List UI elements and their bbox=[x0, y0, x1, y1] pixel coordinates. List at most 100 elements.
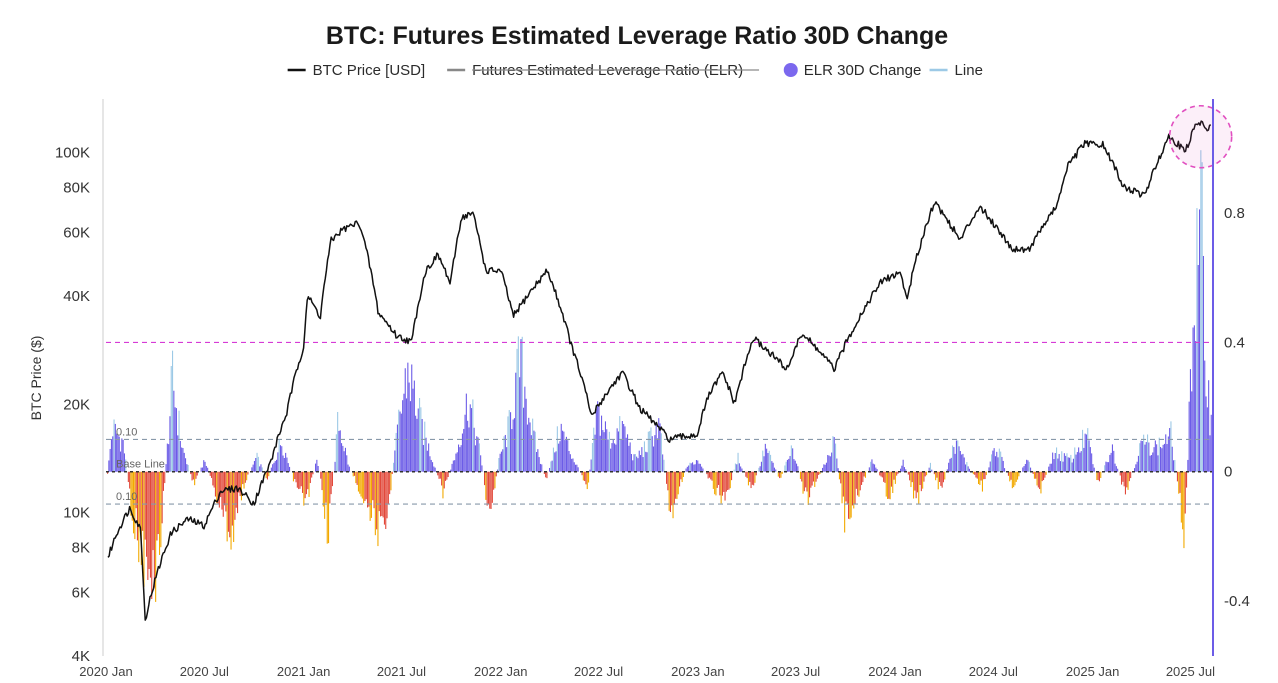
elr-bar bbox=[151, 471, 153, 599]
elr-bar bbox=[685, 468, 687, 472]
elr-bar bbox=[1135, 464, 1137, 472]
legend-item-2[interactable]: ELR 30D Change bbox=[783, 62, 922, 79]
elr-bar bbox=[647, 431, 649, 472]
elr-bar bbox=[582, 471, 584, 481]
elr-bar bbox=[1186, 471, 1188, 488]
elr-bar bbox=[1098, 471, 1100, 482]
elr-bar bbox=[764, 443, 766, 472]
elr-bar bbox=[277, 452, 279, 472]
y-right-tick-label: 0.8 bbox=[1224, 205, 1245, 222]
elr-bar bbox=[343, 451, 345, 472]
elr-bar bbox=[569, 454, 571, 472]
elr-bar bbox=[1182, 471, 1184, 530]
elr-bar bbox=[845, 471, 847, 502]
elr-bar bbox=[484, 471, 486, 486]
elr-bar bbox=[828, 455, 830, 472]
elr-bar bbox=[185, 458, 187, 472]
elr-bar bbox=[361, 471, 363, 499]
legend-item-0[interactable]: BTC Price [USD] bbox=[287, 62, 426, 79]
elr-bar bbox=[734, 463, 736, 472]
elr-bar bbox=[1028, 461, 1030, 472]
elr-bar bbox=[907, 471, 909, 475]
elr-bar bbox=[680, 471, 682, 480]
elr-bar bbox=[890, 471, 892, 487]
elr-bar bbox=[712, 471, 714, 489]
elr-bar bbox=[273, 462, 275, 472]
elr-bar bbox=[1069, 457, 1071, 472]
elr-bar bbox=[706, 471, 708, 475]
elr-bar bbox=[922, 471, 924, 489]
elr-bar bbox=[1148, 442, 1150, 472]
elr-bar bbox=[187, 464, 189, 472]
elr-bar bbox=[803, 471, 805, 492]
elr-bar bbox=[506, 447, 508, 472]
elr-bar bbox=[134, 471, 136, 540]
elr-bar bbox=[653, 446, 655, 472]
elr-bar bbox=[842, 471, 844, 497]
elr-bar bbox=[162, 471, 164, 491]
elr-bar bbox=[1108, 462, 1110, 472]
elr-bar bbox=[1048, 466, 1050, 472]
elr-bar bbox=[380, 471, 382, 517]
elr-bar bbox=[767, 453, 769, 472]
elr-bar bbox=[316, 459, 318, 472]
elr-bar bbox=[324, 471, 326, 519]
elr-bar bbox=[328, 471, 330, 544]
elr-bar bbox=[825, 462, 827, 472]
elr-bar bbox=[1080, 451, 1082, 472]
elr-bar bbox=[1092, 464, 1094, 472]
elr-bar bbox=[568, 451, 570, 472]
elr-bar bbox=[1137, 455, 1139, 472]
y-left-tick-label: 6K bbox=[72, 585, 90, 602]
elr-bar bbox=[590, 459, 592, 472]
elr-bar bbox=[536, 452, 538, 472]
elr-bar bbox=[1059, 461, 1061, 472]
legend-label: BTC Price [USD] bbox=[313, 62, 426, 79]
elr-bar bbox=[1105, 461, 1107, 472]
elr-bar bbox=[344, 447, 346, 472]
elr-bar bbox=[510, 412, 512, 472]
elr-bar bbox=[992, 450, 994, 472]
elr-bar bbox=[871, 459, 873, 472]
elr-bar bbox=[239, 471, 241, 497]
elr-bar bbox=[472, 399, 474, 472]
elr-bar bbox=[864, 471, 866, 478]
elr-bar bbox=[952, 445, 954, 472]
elr-bar bbox=[357, 471, 359, 492]
elr-bar bbox=[863, 471, 865, 477]
elr-bar bbox=[1117, 468, 1119, 472]
elr-bar bbox=[156, 471, 158, 541]
elr-bar bbox=[796, 463, 798, 472]
y-left-tick-label: 100K bbox=[55, 145, 90, 162]
elr-bar bbox=[929, 462, 931, 472]
elr-bar bbox=[1192, 327, 1194, 472]
elr-bar bbox=[1088, 440, 1090, 472]
elr-bar bbox=[468, 427, 470, 472]
elr-bar bbox=[1010, 471, 1012, 480]
elr-bar bbox=[533, 430, 535, 472]
elr-bar bbox=[715, 471, 717, 496]
elr-bar bbox=[408, 382, 410, 472]
elr-bar bbox=[463, 428, 465, 472]
elr-bar bbox=[1050, 463, 1052, 472]
elr-bar bbox=[363, 471, 365, 504]
legend-item-1[interactable]: Futures Estimated Leverage Ratio (ELR) bbox=[447, 62, 760, 79]
elr-bar bbox=[147, 471, 149, 580]
legend-item-3[interactable]: Line bbox=[929, 62, 983, 79]
elr-bar bbox=[497, 469, 499, 472]
elr-bar bbox=[1085, 434, 1087, 472]
elr-bar bbox=[312, 471, 314, 475]
elr-bar bbox=[1054, 453, 1056, 472]
elr-bar bbox=[848, 471, 850, 519]
elr-bar bbox=[175, 408, 177, 472]
elr-bar bbox=[1040, 471, 1042, 494]
elr-bar bbox=[481, 465, 483, 472]
elr-bar bbox=[718, 471, 720, 485]
reference-line-label: 0.10 bbox=[116, 491, 137, 503]
elr-bar bbox=[148, 471, 150, 570]
elr-bar bbox=[136, 471, 138, 541]
elr-bar bbox=[1121, 471, 1123, 485]
elr-bar bbox=[406, 398, 408, 472]
elr-bar bbox=[621, 420, 623, 472]
elr-bar bbox=[1013, 471, 1015, 488]
